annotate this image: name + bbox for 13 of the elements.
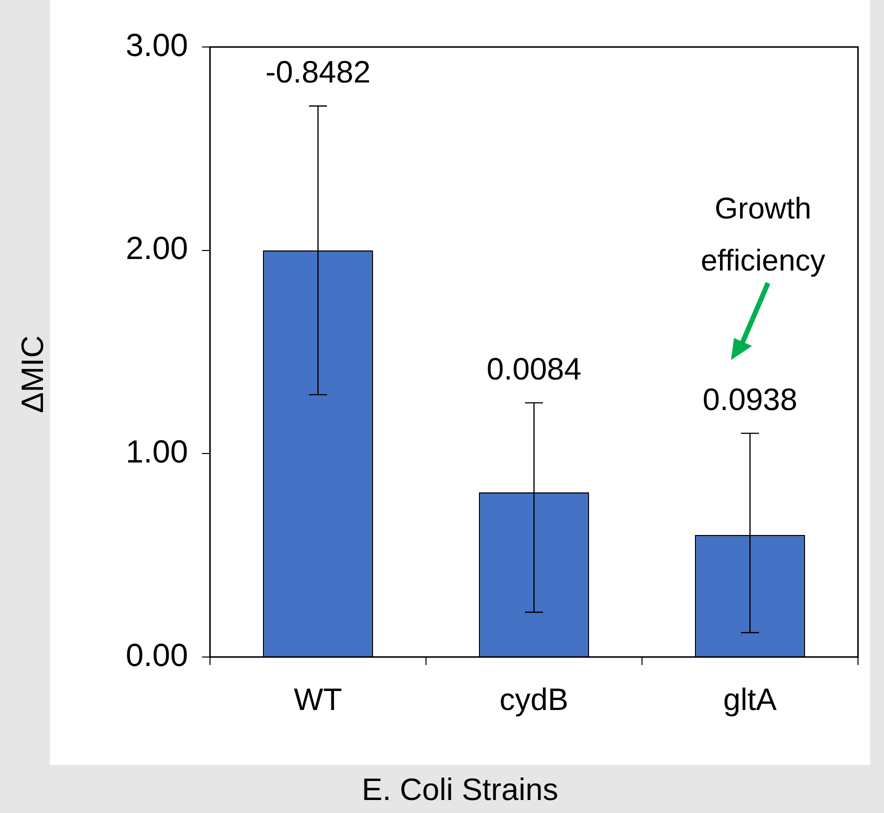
annotation: -0.8482 xyxy=(265,54,371,90)
annotation: 0.0938 xyxy=(702,382,798,417)
annotation: 0.0084 xyxy=(486,351,582,386)
y-axis-title: ΔMIC xyxy=(15,335,51,413)
x-tick-label: WT xyxy=(294,682,342,718)
y-tick-label: 3.00 xyxy=(126,26,188,63)
y-tick-label: 0.00 xyxy=(126,636,188,673)
x-tick-label: cydB xyxy=(500,682,568,718)
x-tick-label: gltA xyxy=(723,682,778,718)
annotation: Growth efficiency xyxy=(700,192,826,278)
y-tick-label: 1.00 xyxy=(126,433,188,470)
y-tick-label: 2.00 xyxy=(126,230,188,266)
x-axis-title: E. Coli Strains xyxy=(360,772,560,808)
